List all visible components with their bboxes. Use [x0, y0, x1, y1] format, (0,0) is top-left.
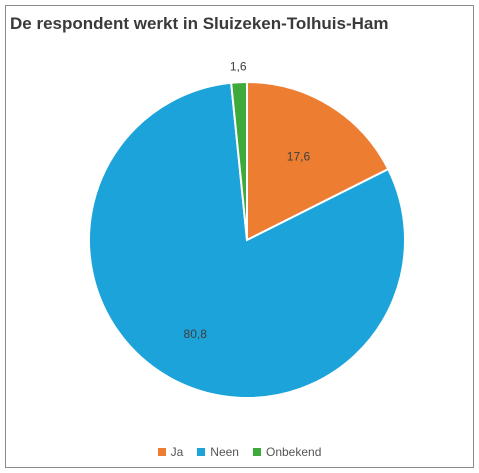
legend-swatch-neen	[197, 448, 206, 456]
legend-swatch-onbekend	[252, 448, 261, 456]
pie-slice-ja	[246, 80, 390, 242]
data-label-neen: 80,8	[184, 327, 208, 341]
legend-item-onbekend: Onbekend	[252, 445, 322, 459]
legend-item-neen: Neen	[197, 445, 239, 459]
legend-label-ja: Ja	[170, 445, 184, 459]
legend-item-ja: Ja	[157, 445, 184, 459]
legend-label-onbekend: Onbekend	[265, 445, 322, 459]
pie-slice-onbekend	[230, 80, 248, 241]
chart-legend: Ja Neen Onbekend	[0, 445, 479, 459]
pie-slice-neen	[88, 81, 406, 399]
legend-label-neen: Neen	[210, 445, 239, 459]
data-label-onbekend: 1,6	[230, 59, 247, 73]
legend-swatch-ja	[157, 448, 166, 456]
chart-title: De respondent werkt in Sluizeken-Tolhuis…	[10, 14, 389, 33]
data-label-ja: 17,6	[287, 150, 311, 164]
